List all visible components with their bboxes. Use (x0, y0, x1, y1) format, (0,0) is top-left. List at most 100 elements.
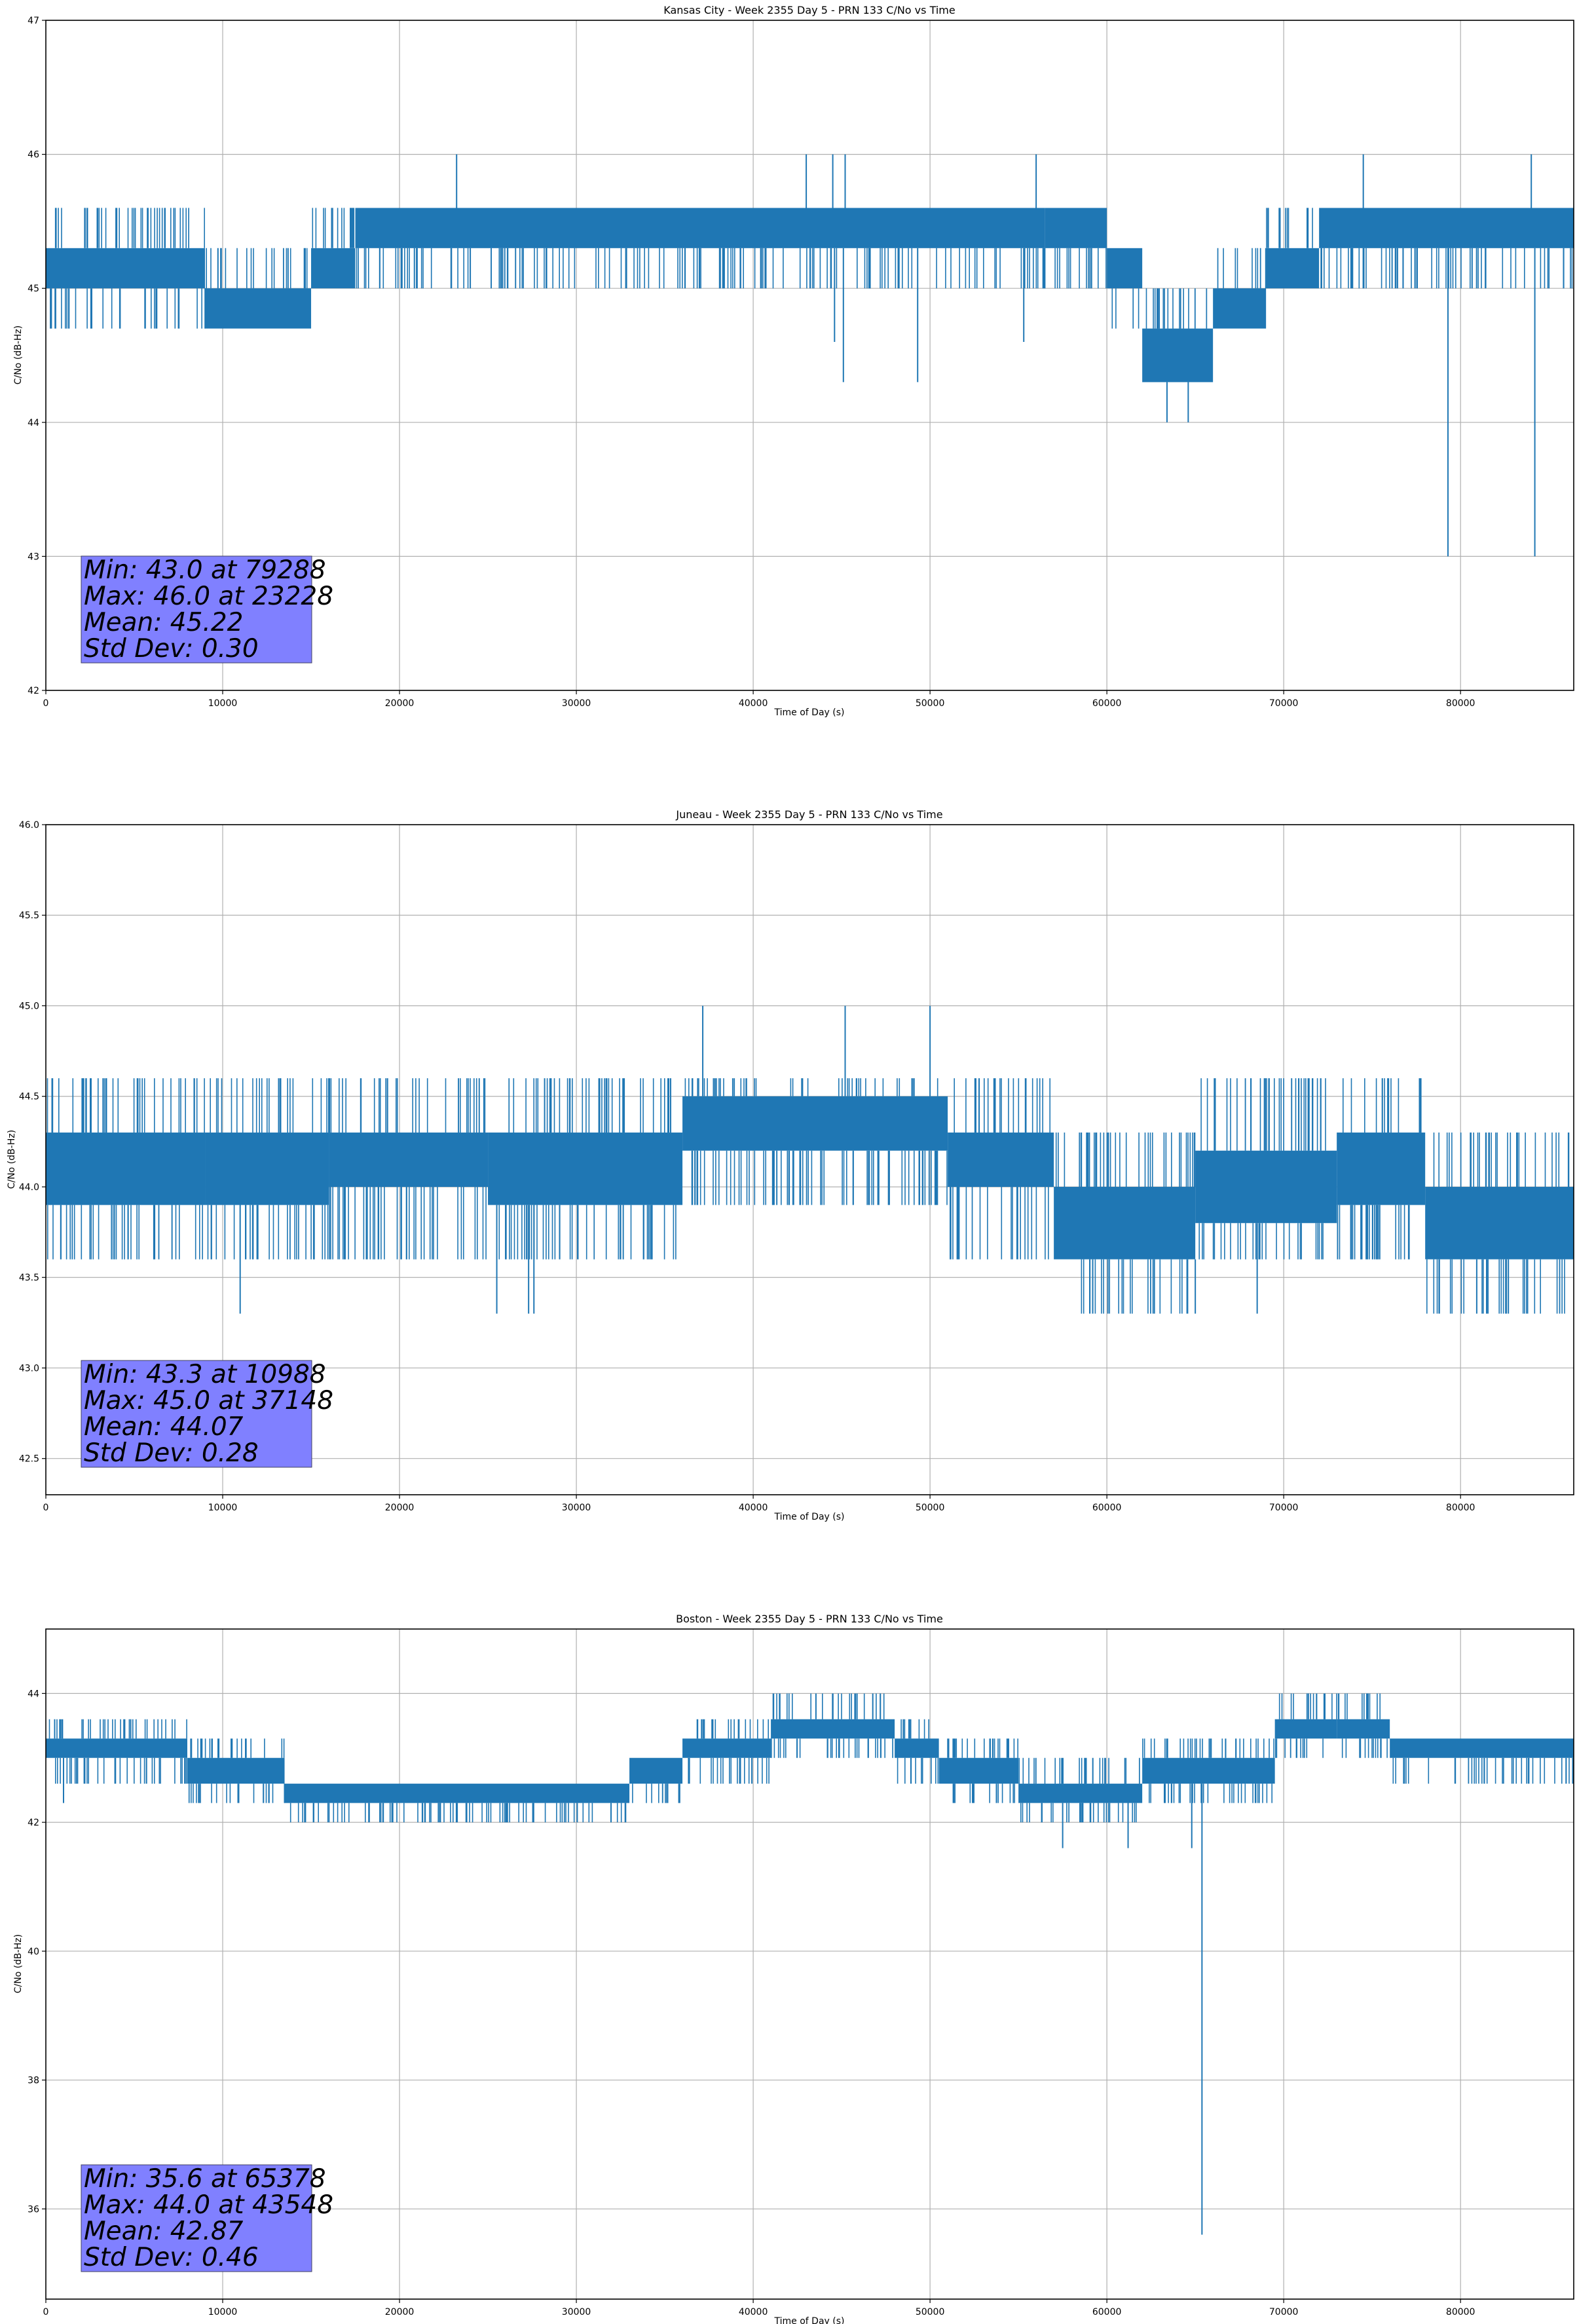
stats-mean: Mean: 45.22 (84, 608, 243, 637)
stats-max: Max: 45.0 at 37148 (84, 1386, 333, 1415)
series-band (284, 1784, 630, 1803)
series-band (895, 1738, 939, 1758)
y-tick-label: 44.5 (19, 1092, 39, 1102)
x-tick-label: 20000 (385, 698, 415, 709)
chart-title: Boston - Week 2355 Day 5 - PRN 133 C/No … (676, 1613, 943, 1625)
x-tick-label: 70000 (1269, 2307, 1299, 2317)
y-tick-label: 44 (28, 418, 39, 428)
series-band (948, 1133, 1054, 1187)
x-tick-label: 70000 (1269, 698, 1299, 709)
x-tick-label: 20000 (385, 1503, 415, 1513)
x-tick-label: 20000 (385, 2307, 415, 2317)
x-axis-label: Time of Day (s) (774, 1512, 845, 1522)
y-tick-label: 42 (28, 1818, 39, 1828)
y-tick-label: 38 (28, 2076, 39, 2086)
series-band (1142, 1757, 1275, 1784)
series-band (771, 1719, 895, 1739)
x-tick-label: 80000 (1446, 698, 1475, 709)
y-tick-label: 45 (28, 284, 39, 294)
series-band (329, 1133, 489, 1187)
series-band (1274, 1719, 1337, 1739)
y-tick-label: 47 (28, 16, 39, 26)
stats-box: Min: 43.3 at 10988 Max: 45.0 at 37148 Me… (81, 1360, 333, 1468)
series-band (205, 1133, 329, 1205)
series-band (1018, 1784, 1143, 1803)
x-tick-label: 60000 (1092, 2307, 1122, 2317)
stats-box-background (81, 1360, 312, 1468)
x-axis-label: Time of Day (s) (774, 2316, 845, 2324)
series-band (1319, 208, 1574, 248)
series-band (682, 1096, 948, 1151)
x-tick-label: 50000 (916, 698, 945, 709)
x-tick-label: 40000 (739, 2307, 768, 2317)
series-band (187, 1757, 285, 1784)
series-band (1425, 1186, 1574, 1260)
y-axis-label: C/No (dB-Hz) (7, 1130, 17, 1189)
series-band (629, 1757, 683, 1784)
y-tick-label: 46.0 (19, 820, 39, 831)
x-tick-label: 80000 (1446, 1503, 1475, 1513)
x-tick-label: 30000 (562, 2307, 591, 2317)
stats-min: Min: 43.3 at 10988 (84, 1360, 326, 1389)
y-tick-label: 44.0 (19, 1182, 39, 1193)
stats-max: Max: 46.0 at 23228 (84, 582, 333, 611)
x-tick-label: 70000 (1269, 1503, 1299, 1513)
series-band (938, 1757, 1019, 1784)
y-tick-label: 42.5 (19, 1454, 39, 1465)
series-band (355, 208, 1045, 248)
stats-mean: Mean: 44.07 (84, 1412, 244, 1442)
x-tick-label: 10000 (208, 2307, 238, 2317)
data-series (46, 1693, 1574, 2235)
x-tick-label: 80000 (1446, 2307, 1475, 2317)
series-band (1107, 248, 1143, 289)
stats-box-background (81, 2164, 312, 2272)
tick-labels: 0 10000 20000 30000 40000 50000 60000 70000 8000… (28, 1689, 1475, 2317)
y-axis-label: C/No (dB-Hz) (13, 326, 24, 384)
axes-frame (45, 824, 1574, 1495)
stats-std-dev: Std Dev: 0.28 (84, 1438, 259, 1468)
series-excursions (46, 1078, 1570, 1314)
x-tick-label: 50000 (916, 2307, 945, 2317)
stats-box: Min: 35.6 at 65378 Max: 44.0 at 43548 Me… (81, 2164, 333, 2272)
stats-mean: Mean: 42.87 (84, 2217, 244, 2246)
series-band (46, 248, 206, 289)
stats-std-dev: Std Dev: 0.30 (84, 634, 259, 664)
series-band (1337, 1719, 1390, 1739)
stats-min: Min: 43.0 at 79288 (84, 555, 326, 585)
chart-title: Kansas City - Week 2355 Day 5 - PRN 133 … (663, 4, 955, 16)
data-series (46, 1005, 1574, 1314)
x-tick-label: 10000 (208, 698, 238, 709)
series-band (1390, 1738, 1574, 1758)
x-tick-label: 40000 (739, 1503, 768, 1513)
y-tick-label: 36 (28, 2204, 39, 2215)
x-tick-label: 0 (43, 2307, 49, 2317)
series-band (46, 1133, 206, 1205)
x-tick-label: 30000 (562, 1503, 591, 1513)
subplot-boston: 0 10000 20000 30000 40000 50000 60000 70000 8000… (13, 1613, 1574, 2324)
series-band (1142, 328, 1214, 383)
y-tick-label: 45.0 (19, 1001, 39, 1011)
stats-max: Max: 44.0 at 43548 (84, 2190, 333, 2220)
data-series (46, 154, 1574, 557)
series-band (1054, 1186, 1196, 1260)
series-band (311, 248, 356, 289)
subplot-kansas-city: 0 10000 20000 30000 40000 50000 60000 70000 8000… (13, 4, 1574, 718)
series-band (682, 1738, 771, 1758)
y-tick-label: 44 (28, 1689, 39, 1699)
stats-box: Min: 43.0 at 79288 Max: 46.0 at 23228 Me… (81, 555, 333, 664)
y-tick-label: 46 (28, 150, 39, 160)
series-excursions (50, 208, 1573, 329)
y-axis-label: C/No (dB-Hz) (13, 1934, 24, 1993)
stats-box-background (81, 555, 312, 664)
series-band (1337, 1133, 1426, 1205)
series-band (1213, 288, 1267, 329)
y-tick-label: 45.5 (19, 910, 39, 921)
x-tick-label: 60000 (1092, 1503, 1122, 1513)
x-tick-label: 0 (43, 698, 49, 709)
x-tick-label: 60000 (1092, 698, 1122, 709)
y-tick-label: 42 (28, 686, 39, 696)
x-axis-label: Time of Day (s) (774, 707, 845, 718)
stats-std-dev: Std Dev: 0.46 (84, 2243, 259, 2272)
x-tick-label: 40000 (739, 698, 768, 709)
series-band (1045, 208, 1107, 248)
